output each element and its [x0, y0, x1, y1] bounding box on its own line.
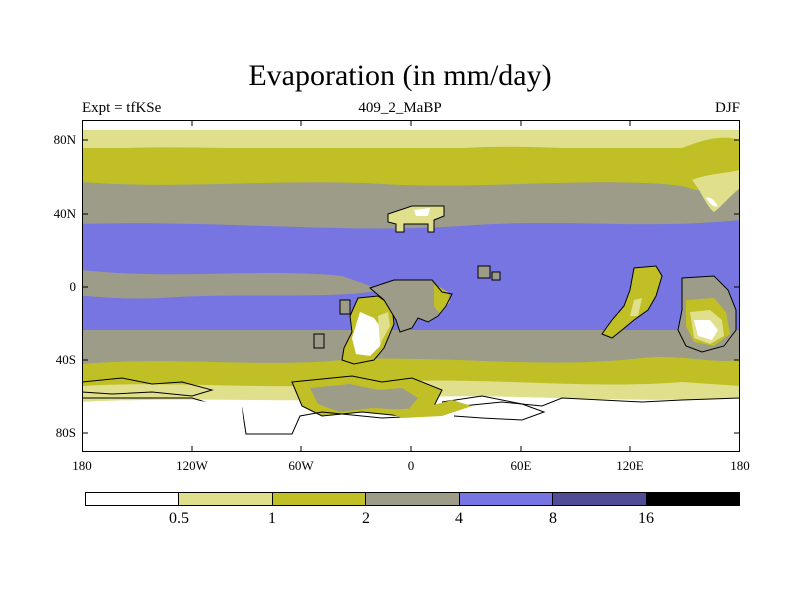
experiment-label: Expt = tfKSe: [82, 100, 162, 116]
africa-gray: [370, 280, 452, 332]
sahara-white: [414, 208, 430, 216]
xtick-label: 180: [730, 458, 750, 473]
south-west-coast: [82, 377, 214, 397]
xtick-label: 0: [407, 458, 415, 473]
south-america-white: [352, 312, 384, 356]
south-america-yellow: [378, 312, 390, 344]
antarctic-white-patch: [192, 400, 244, 432]
colorbar-segment: [272, 493, 367, 505]
colorbar-segment: [646, 493, 739, 505]
xtick-label: 180: [72, 458, 92, 473]
pacific-island-coast: [313, 333, 325, 349]
colorbar-segment: [179, 493, 273, 505]
antarctic-olive-fringe: [382, 400, 472, 418]
island-b-coast: [491, 271, 501, 281]
nw-pacific-lobe: [682, 137, 740, 179]
colorbar-segment: [553, 493, 647, 505]
south-gray-edge: [82, 330, 740, 366]
colorbar-label: 8: [549, 510, 557, 527]
maritime-coast: [601, 265, 663, 339]
xtick-label: 120E: [616, 458, 644, 473]
ytick-label: 0: [69, 279, 77, 294]
xtick-label: 60E: [510, 458, 532, 473]
map-title: Evaporation (in mm/day): [248, 59, 552, 92]
tropics-blue-edge: [82, 220, 740, 280]
equatorial-gray-tongue: [82, 270, 382, 299]
colorbar-label: 0.5: [169, 510, 189, 527]
ytick-label: 80N: [53, 132, 76, 147]
period-label: 409_2_MaBP: [358, 100, 442, 116]
colorbar-segment: [459, 493, 554, 505]
map-field: [82, 120, 740, 452]
africa-coast: [369, 279, 453, 333]
australia-coast: [677, 275, 737, 353]
nw-pacific-white: [706, 197, 718, 207]
south-olive-edge: [82, 357, 740, 392]
colorbar-segment: [366, 493, 460, 505]
central-america-coast: [339, 299, 351, 315]
nw-pacific-yellow: [692, 170, 740, 212]
band-north-lightyellow: [82, 130, 740, 150]
colorbar-label: 1: [268, 510, 276, 527]
maritime-yellow: [630, 298, 642, 316]
north-olive-edge: [82, 140, 740, 190]
season-label: DJF: [714, 100, 740, 116]
island-a-coast: [477, 265, 491, 279]
colorbar-label: 2: [362, 510, 370, 527]
evaporation-map: [82, 120, 740, 452]
ytick-label: 40S: [55, 352, 76, 367]
colorbar-label: 16: [638, 510, 654, 527]
colorbar-label: 4: [455, 510, 463, 527]
sahara-yellow: [388, 206, 444, 232]
colorbar-segment: [86, 493, 180, 505]
south-land-gray: [310, 384, 418, 412]
colorbar: [85, 492, 740, 506]
map-frame: [82, 120, 740, 452]
maritime-olive: [602, 266, 662, 338]
ytick-label: 40N: [53, 206, 76, 221]
xtick-label: 60W: [288, 458, 314, 473]
australia-white: [694, 320, 718, 340]
xtick-label: 120W: [176, 458, 208, 473]
antarctic-white-edge: [82, 396, 740, 452]
sahara-coast: [387, 205, 445, 233]
southeast-coast: [441, 395, 546, 421]
ytick-label: 80S: [55, 425, 76, 440]
